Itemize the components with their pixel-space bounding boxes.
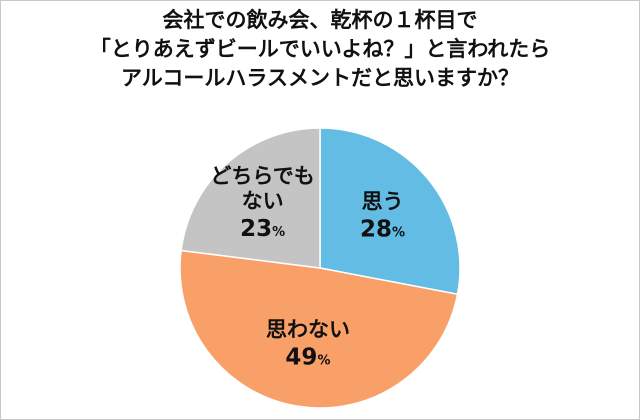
slice-value-number-1: 49 [285, 345, 317, 371]
pie-slice-2 [180, 127, 321, 269]
slice-value-2: 23% [240, 216, 285, 242]
title-line-2: 「とりあえずビールでいいよね？」と言われたら [89, 37, 551, 61]
slice-value-unit-0: % [392, 226, 405, 241]
slice-value-number-2: 23 [240, 216, 272, 242]
slice-label-1-0: 思わない [266, 318, 350, 342]
title-line-1: 会社での飲み会、乾杯の１杯目で [162, 8, 478, 32]
slice-label-0-0: 思う [362, 190, 404, 214]
slice-value-number-0: 28 [360, 217, 392, 243]
slice-value-unit-2: % [272, 225, 285, 240]
slice-value-unit-1: % [317, 354, 330, 369]
slice-label-2-1: ない [242, 189, 284, 213]
pie-slice-1 [179, 249, 459, 409]
slice-label-2-0: どちらでも [210, 164, 314, 188]
title-line-3: アルコールハラスメントだと思いますか？ [121, 66, 519, 90]
slice-value-1: 49% [285, 345, 330, 371]
slice-value-0: 28% [360, 217, 405, 243]
chart-title: 会社での飲み会、乾杯の１杯目で 「とりあえずビールでいいよね？」と言われたら ア… [0, 6, 640, 93]
pie-slice-0 [319, 127, 461, 296]
